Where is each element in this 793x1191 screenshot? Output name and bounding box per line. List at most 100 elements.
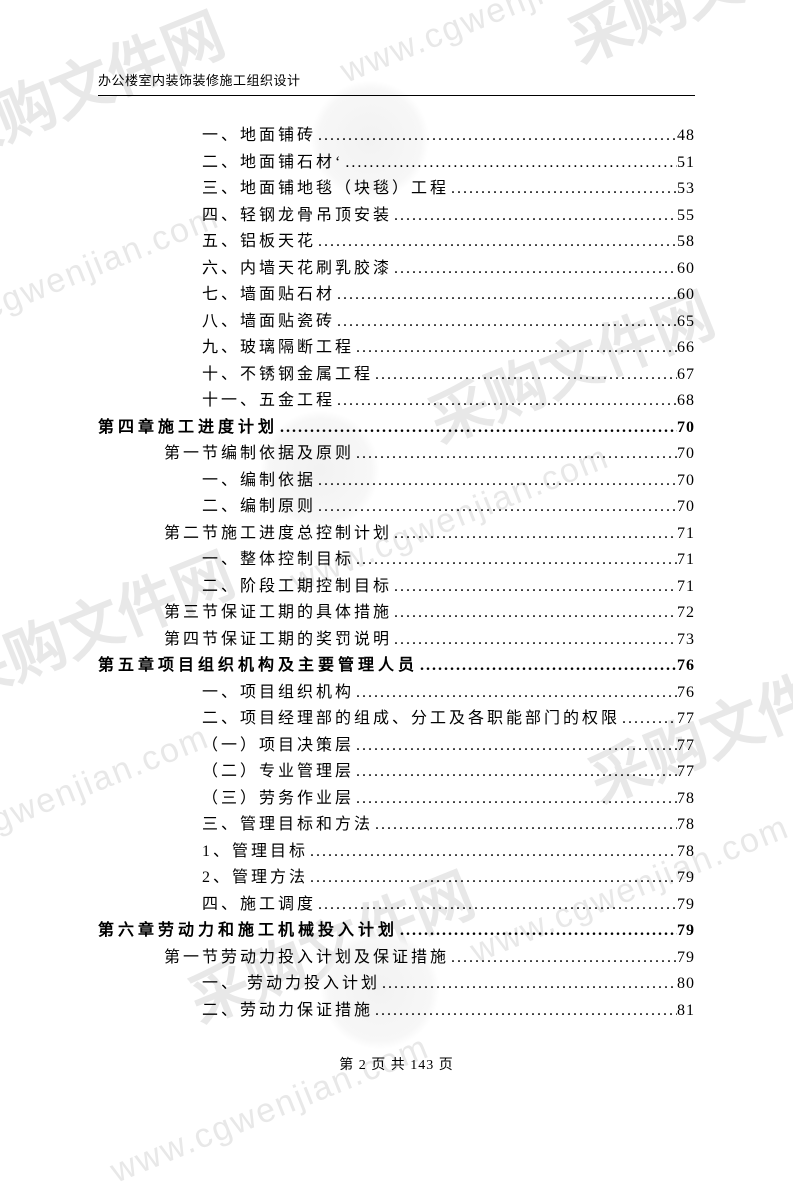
toc-entry-label: （一）项目决策层: [202, 738, 354, 754]
toc-row: 一、编制依据70: [202, 473, 695, 489]
toc-entry-label: 第一节劳动力投入计划及保证措施: [164, 950, 449, 966]
toc-entry-page: 77: [677, 738, 695, 754]
toc-entry-page: 60: [677, 287, 695, 303]
toc-row: 三、管理目标和方法 78: [202, 817, 695, 833]
toc-entry-page: 65: [677, 314, 695, 330]
toc-entry-label: 三、管理目标和方法: [202, 817, 373, 833]
toc-row: 二、项目经理部的组成、分工及各职能部门的权限 77: [202, 711, 695, 727]
toc-entry-page: 70: [677, 473, 695, 489]
toc-row: 七、墙面贴石材60: [202, 287, 695, 303]
toc-row: 九、玻璃隔断工程66: [202, 340, 695, 356]
toc-row: 三、地面铺地毯（块毯）工程 53: [202, 181, 695, 197]
running-header: 办公楼室内装饰装修施工组织设计: [98, 70, 695, 96]
toc-row: 十、不锈钢金属工程 67: [202, 367, 695, 383]
toc-entry-page: 78: [677, 844, 695, 860]
toc-leader-dots: [373, 1003, 677, 1019]
toc-leader-dots: [392, 526, 677, 542]
toc-entry-label: 四、轻钢龙骨吊顶安装: [202, 208, 392, 224]
toc-entry-page: 77: [677, 711, 695, 727]
toc-entry-page: 72: [677, 605, 695, 621]
toc-entry-label: 六、内墙天花刷乳胶漆: [202, 261, 392, 277]
toc-leader-dots: [343, 155, 677, 171]
toc-row: 第一节编制依据及原则 70: [164, 446, 695, 462]
toc-entry-label: 二、编制原则: [202, 499, 316, 515]
toc-leader-dots: [373, 367, 677, 383]
toc-entry-page: 58: [677, 234, 695, 250]
toc-entry-label: 1、管理目标: [202, 844, 308, 860]
toc-row: 第四章施工进度计划 70: [98, 420, 695, 436]
toc-entry-label: 第三节保证工期的具体措施: [164, 605, 392, 621]
toc-entry-label: 五、铝板天花: [202, 234, 316, 250]
toc-entry-page: 71: [677, 526, 695, 542]
toc-entry-page: 79: [677, 897, 695, 913]
toc-leader-dots: [449, 950, 677, 966]
toc-row: 四、轻钢龙骨吊顶安装 55: [202, 208, 695, 224]
toc-entry-page: 70: [677, 446, 695, 462]
page-content: 办公楼室内装饰装修施工组织设计 一、地面铺砖48二、地面铺石材‘51三、地面铺地…: [0, 0, 793, 1089]
toc-entry-page: 76: [677, 685, 695, 701]
toc-leader-dots: [392, 208, 677, 224]
toc-leader-dots: [335, 393, 677, 409]
toc-entry-label: 二、阶段工期控制目标: [202, 579, 392, 595]
toc-entry-page: 79: [677, 950, 695, 966]
footer-current-page: 2: [359, 1058, 367, 1073]
toc-entry-page: 77: [677, 764, 695, 780]
toc-leader-dots: [316, 128, 677, 144]
toc-entry-label: 一、项目组织机构: [202, 685, 354, 701]
toc-entry-label: 第五章项目组织机构及主要管理人员: [98, 658, 418, 674]
toc-row: 2、管理方法 79: [202, 870, 695, 886]
toc-entry-label: 第四节保证工期的奖罚说明: [164, 632, 392, 648]
toc-row: 二、编制原则70: [202, 499, 695, 515]
toc-row: 十一、五金工程 68: [202, 393, 695, 409]
toc-entry-label: 第四章施工进度计划: [98, 420, 278, 436]
footer-mid: 页 共: [371, 1058, 406, 1073]
toc-entry-label: 二、项目经理部的组成、分工及各职能部门的权限: [202, 711, 620, 727]
toc-entry-page: 53: [677, 181, 695, 197]
toc-row: 一、整体控制目标71: [202, 552, 695, 568]
toc-row: 六、内墙天花刷乳胶漆 60: [202, 261, 695, 277]
toc-row: 二、地面铺石材‘51: [202, 155, 695, 171]
toc-leader-dots: [335, 287, 677, 303]
toc-leader-dots: [354, 552, 677, 568]
toc-entry-page: 68: [677, 393, 695, 409]
toc-row: 第四节保证工期的奖罚说明 73: [164, 632, 695, 648]
toc-entry-label: 三、地面铺地毯（块毯）工程: [202, 181, 449, 197]
toc-leader-dots: [418, 658, 677, 674]
toc-entry-page: 78: [677, 817, 695, 833]
toc-entry-label: 二、劳动力保证措施: [202, 1003, 373, 1019]
toc-entry-label: 二、地面铺石材‘: [202, 155, 343, 171]
toc-leader-dots: [354, 764, 677, 780]
toc-entry-label: 一、 劳动力投入计划: [202, 976, 380, 992]
toc-entry-page: 66: [677, 340, 695, 356]
toc-entry-page: 78: [677, 791, 695, 807]
toc-row: （三）劳务作业层78: [202, 791, 695, 807]
toc-leader-dots: [316, 897, 677, 913]
toc-entry-page: 67: [677, 367, 695, 383]
toc-leader-dots: [620, 711, 677, 727]
toc-entry-label: 十一、五金工程: [202, 393, 335, 409]
toc-leader-dots: [316, 473, 677, 489]
toc-entry-label: 四、施工调度: [202, 897, 316, 913]
toc-leader-dots: [392, 261, 677, 277]
toc-entry-page: 81: [677, 1003, 695, 1019]
toc-entry-label: 一、地面铺砖: [202, 128, 316, 144]
toc-row: 第二节施工进度总控制计划 71: [164, 526, 695, 542]
toc-entry-label: 十、不锈钢金属工程: [202, 367, 373, 383]
toc-row: 二、劳动力保证措施 81: [202, 1003, 695, 1019]
toc-entry-label: 2、管理方法: [202, 870, 308, 886]
toc-row: 四、施工调度 79: [202, 897, 695, 913]
toc-leader-dots: [354, 738, 677, 754]
toc-entry-page: 60: [677, 261, 695, 277]
toc-row: 二、阶段工期控制目标71: [202, 579, 695, 595]
toc-row: 第三节保证工期的具体措施 72: [164, 605, 695, 621]
toc-entry-page: 71: [677, 552, 695, 568]
toc-entry-page: 55: [677, 208, 695, 224]
toc-entry-label: 第一节编制依据及原则: [164, 446, 354, 462]
toc-entry-page: 79: [677, 870, 695, 886]
toc-leader-dots: [398, 923, 677, 939]
toc-entry-page: 80: [677, 976, 695, 992]
toc-entry-page: 70: [677, 420, 695, 436]
toc-leader-dots: [354, 446, 677, 462]
toc-entry-label: 第二节施工进度总控制计划: [164, 526, 392, 542]
toc-entry-page: 73: [677, 632, 695, 648]
